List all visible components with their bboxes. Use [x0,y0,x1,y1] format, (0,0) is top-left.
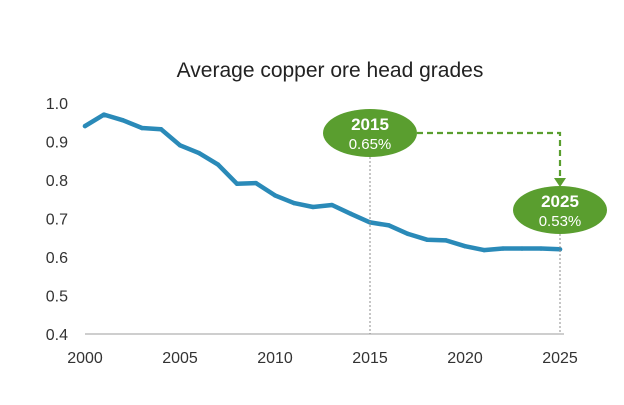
callout-bubble: 2025 0.53% [513,186,607,234]
x-tick-label: 2000 [67,350,103,367]
callout-ellipse [323,109,417,157]
callout-year-label: 2025 [541,192,579,211]
y-tick-label: 0.4 [46,327,68,344]
callouts-group: 2015 0.65% 2025 0.53% [323,109,607,334]
data-point [291,200,297,206]
callout-value-label: 0.53% [539,213,582,230]
y-tick-label: 0.6 [46,250,68,267]
callout-value-label: 0.65% [349,136,392,153]
x-tick-label: 2010 [257,350,293,367]
data-point [101,112,107,117]
data-point [443,238,449,243]
data-point [82,123,88,129]
data-point [139,125,145,131]
chart-title: Average copper ore head grades [177,59,484,82]
x-tick-label: 2015 [352,350,388,367]
data-point [215,162,221,167]
data-point [120,118,126,123]
callout-year-label: 2015 [351,115,389,134]
data-point [234,181,240,187]
callout-ellipse [513,186,607,234]
data-point [557,247,563,252]
data-point [310,204,316,210]
axes-group: 1.0 0.9 0.8 0.7 0.6 0.5 0.4 2000 2005 2010 2015 202… [46,96,578,367]
y-tick-label: 0.9 [46,135,68,152]
data-point [196,150,202,156]
data-point [158,126,164,132]
data-point [348,211,354,217]
series-group [82,112,563,253]
x-tick-label: 2025 [542,350,578,367]
data-point [405,231,411,237]
data-point [177,143,183,148]
y-tick-label: 0.7 [46,212,68,229]
x-tick-label: 2005 [162,350,198,367]
data-point [500,246,506,251]
arrow-head-icon [554,178,566,187]
y-tick-label: 0.8 [46,173,68,190]
y-tick-label: 0.5 [46,289,68,306]
data-point [538,246,544,251]
data-point [462,244,468,249]
connector-arrow-line [417,131,562,178]
callout-bubble: 2015 0.65% [323,109,417,157]
data-point [481,247,487,253]
y-tick-label: 1.0 [46,96,68,113]
series-line [82,112,563,253]
data-point [519,246,525,251]
data-point [253,180,259,186]
data-point [386,223,392,228]
data-point [272,193,278,198]
x-tick-label: 2020 [447,350,483,367]
data-point [329,202,335,208]
data-point [424,237,430,242]
